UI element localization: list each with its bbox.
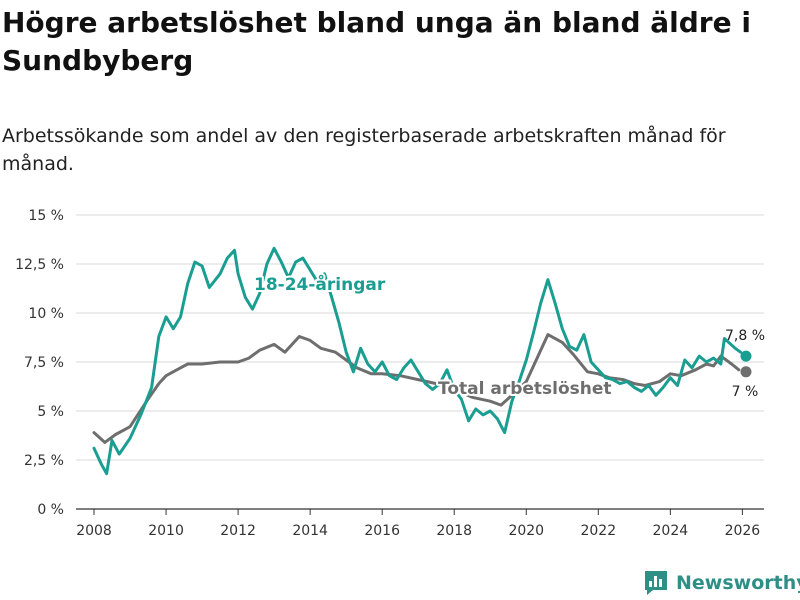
line-chart: 0 % 2,5 % 5 % 7,5 % 10 % 12,5 % 15 % 2008 2010 20…	[15, 208, 765, 539]
series-label-youth: 18-24-åringar	[254, 273, 386, 295]
brand-logo: Newsworthy	[644, 568, 800, 598]
y-tick-label: 0 %	[37, 502, 64, 518]
brand-name: Newsworthy	[676, 572, 800, 594]
y-tick-label: 10 %	[28, 306, 64, 322]
y-tick-label: 2,5 %	[24, 453, 64, 469]
x-tick-label: 2024	[653, 523, 689, 539]
x-tick-label: 2010	[148, 523, 184, 539]
end-point-total	[740, 366, 752, 378]
y-tick-label: 15 %	[28, 208, 64, 224]
y-tick-label: 7,5 %	[24, 355, 64, 371]
end-label-youth: 7,8 %	[725, 328, 765, 344]
chart-subtitle: Arbetssökande som andel av den registerb…	[2, 125, 726, 175]
y-tick-label: 5 %	[37, 404, 64, 420]
x-tick-label: 2026	[725, 523, 761, 539]
x-tick-label: 2012	[220, 523, 256, 539]
x-tick-label: 2022	[580, 523, 616, 539]
x-tick-label: 2014	[292, 523, 328, 539]
x-tick-label: 2018	[436, 523, 472, 539]
series-line-total	[92, 333, 741, 444]
x-tick-label: 2016	[364, 523, 400, 539]
y-tick-label: 12,5 %	[15, 257, 64, 273]
end-point-youth	[740, 350, 752, 362]
series-line-youth	[92, 246, 743, 476]
chart-title: Högre arbetslöshet bland unga än bland ä…	[2, 6, 751, 77]
x-tick-label: 2020	[508, 523, 544, 539]
series-label-total: Total arbetslöshet	[438, 379, 612, 399]
bar-chart-logo-icon	[645, 571, 667, 595]
end-label-total: 7 %	[732, 384, 759, 400]
x-tick-label: 2008	[76, 523, 112, 539]
